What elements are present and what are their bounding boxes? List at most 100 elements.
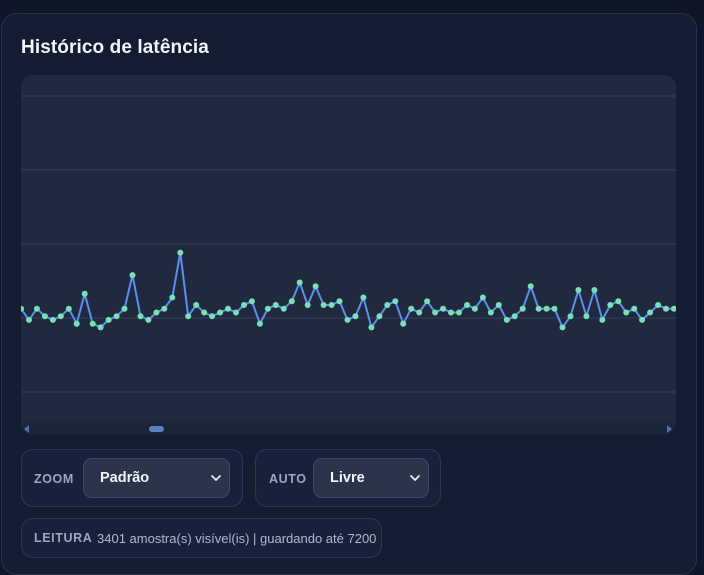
data-point[interactable] bbox=[161, 305, 168, 312]
zoom-label: ZOOM bbox=[34, 472, 74, 486]
chevron-down-icon bbox=[410, 475, 420, 481]
data-point[interactable] bbox=[440, 305, 447, 312]
data-point[interactable] bbox=[551, 305, 558, 312]
chevron-down-icon bbox=[211, 475, 221, 481]
data-point[interactable] bbox=[535, 305, 542, 312]
data-point[interactable] bbox=[105, 316, 112, 323]
data-point[interactable] bbox=[81, 290, 88, 297]
data-point[interactable] bbox=[448, 309, 454, 316]
data-point[interactable] bbox=[655, 302, 662, 308]
zoom-control: ZOOM Padrão bbox=[21, 449, 243, 507]
data-point[interactable] bbox=[248, 298, 255, 305]
data-point[interactable] bbox=[328, 302, 335, 308]
data-point[interactable] bbox=[288, 298, 295, 305]
data-point[interactable] bbox=[121, 305, 128, 312]
latency-chart[interactable] bbox=[21, 75, 676, 435]
data-point[interactable] bbox=[671, 305, 676, 312]
data-point[interactable] bbox=[21, 305, 24, 312]
data-point[interactable] bbox=[376, 313, 383, 320]
data-point[interactable] bbox=[225, 305, 231, 312]
data-point[interactable] bbox=[33, 305, 40, 312]
auto-control: AUTO Livre bbox=[255, 449, 441, 507]
data-point[interactable] bbox=[280, 305, 287, 312]
zoom-select-value: Padrão bbox=[100, 470, 150, 486]
data-point[interactable] bbox=[113, 313, 120, 320]
zoom-select[interactable]: Padrão bbox=[83, 458, 230, 498]
data-point[interactable] bbox=[320, 302, 327, 308]
data-point[interactable] bbox=[527, 283, 534, 290]
data-point[interactable] bbox=[583, 313, 590, 320]
data-point[interactable] bbox=[296, 279, 303, 286]
data-point[interactable] bbox=[639, 316, 646, 323]
data-point[interactable] bbox=[495, 302, 502, 308]
data-point[interactable] bbox=[97, 324, 104, 331]
data-point[interactable] bbox=[607, 302, 614, 308]
data-point[interactable] bbox=[416, 309, 423, 316]
data-point[interactable] bbox=[471, 305, 478, 312]
reading-text: 3401 amostra(s) visível(is) | guardando … bbox=[97, 531, 377, 546]
data-point[interactable] bbox=[233, 309, 239, 316]
data-point[interactable] bbox=[41, 313, 48, 320]
data-point[interactable] bbox=[209, 313, 216, 320]
data-point[interactable] bbox=[352, 313, 359, 320]
data-point[interactable] bbox=[392, 298, 399, 305]
data-point[interactable] bbox=[65, 305, 72, 312]
data-point[interactable] bbox=[400, 320, 407, 327]
data-point[interactable] bbox=[169, 294, 176, 301]
data-point[interactable] bbox=[241, 302, 247, 308]
data-point[interactable] bbox=[129, 272, 136, 279]
data-point[interactable] bbox=[663, 305, 669, 312]
data-point[interactable] bbox=[503, 316, 510, 323]
data-point[interactable] bbox=[559, 324, 566, 331]
data-point[interactable] bbox=[272, 302, 279, 308]
chart-background bbox=[21, 75, 676, 423]
data-point[interactable] bbox=[145, 316, 152, 323]
scroll-right-arrow-icon[interactable] bbox=[667, 425, 672, 433]
data-point[interactable] bbox=[193, 302, 200, 308]
data-point[interactable] bbox=[464, 302, 470, 308]
data-point[interactable] bbox=[408, 305, 415, 312]
data-point[interactable] bbox=[575, 287, 582, 293]
data-point[interactable] bbox=[177, 249, 184, 256]
data-point[interactable] bbox=[264, 305, 271, 312]
data-point[interactable] bbox=[256, 320, 263, 327]
data-point[interactable] bbox=[153, 309, 160, 316]
auto-select[interactable]: Livre bbox=[313, 458, 429, 498]
data-point[interactable] bbox=[73, 320, 80, 327]
data-point[interactable] bbox=[615, 298, 622, 305]
data-point[interactable] bbox=[631, 305, 638, 312]
data-point[interactable] bbox=[360, 294, 367, 301]
data-point[interactable] bbox=[26, 316, 32, 323]
data-point[interactable] bbox=[384, 302, 391, 308]
data-point[interactable] bbox=[57, 313, 64, 320]
data-point[interactable] bbox=[432, 309, 439, 316]
data-point[interactable] bbox=[591, 287, 598, 293]
data-point[interactable] bbox=[185, 313, 192, 320]
data-point[interactable] bbox=[304, 302, 311, 308]
data-point[interactable] bbox=[201, 309, 208, 316]
data-point[interactable] bbox=[217, 309, 224, 316]
data-point[interactable] bbox=[479, 294, 486, 301]
scroll-left-arrow-icon[interactable] bbox=[24, 425, 29, 433]
panel-title: Histórico de latência bbox=[21, 37, 209, 58]
data-point[interactable] bbox=[336, 298, 343, 305]
data-point[interactable] bbox=[511, 313, 518, 320]
data-point[interactable] bbox=[487, 309, 494, 316]
data-point[interactable] bbox=[312, 283, 319, 290]
data-point[interactable] bbox=[519, 305, 526, 312]
data-point[interactable] bbox=[137, 313, 144, 320]
data-point[interactable] bbox=[456, 309, 462, 316]
auto-select-value: Livre bbox=[330, 470, 365, 486]
data-point[interactable] bbox=[49, 316, 56, 323]
data-point[interactable] bbox=[599, 316, 606, 323]
data-point[interactable] bbox=[344, 316, 351, 323]
data-point[interactable] bbox=[623, 309, 630, 316]
data-point[interactable] bbox=[424, 298, 431, 305]
data-point[interactable] bbox=[543, 305, 550, 312]
data-point[interactable] bbox=[647, 309, 654, 316]
chart-scrollbar-thumb[interactable] bbox=[149, 426, 164, 432]
data-point[interactable] bbox=[567, 313, 574, 320]
data-point[interactable] bbox=[89, 320, 96, 327]
chart-scrollbar[interactable] bbox=[21, 423, 676, 435]
data-point[interactable] bbox=[368, 324, 375, 331]
